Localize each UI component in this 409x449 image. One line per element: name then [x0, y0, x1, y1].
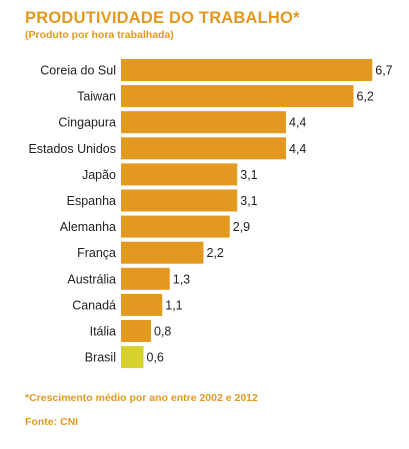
bar-cingapura	[121, 111, 286, 134]
value-label: 4,4	[289, 142, 306, 156]
value-label: 6,2	[357, 90, 374, 104]
category-label: Taiwan	[77, 90, 116, 104]
bar-alemanha	[121, 215, 230, 238]
bar-japão	[121, 163, 238, 186]
bar-austrália	[121, 267, 170, 290]
bar-taiwan	[121, 85, 354, 108]
footnote: *Crescimento médio por ano entre 2002 e …	[25, 392, 258, 404]
bar-coreia-do-sul	[121, 59, 373, 81]
source-note: Fonte: CNI	[25, 416, 79, 428]
category-label: Cingapura	[58, 116, 116, 130]
value-label: 2,2	[207, 246, 224, 260]
bar-frança	[121, 241, 204, 264]
category-label: Alemanha	[60, 220, 116, 234]
bar-canadá	[121, 293, 163, 316]
bar-brasil	[121, 346, 144, 369]
category-label: Itália	[90, 325, 116, 339]
value-label: 4,4	[289, 116, 306, 130]
value-label: 0,6	[147, 351, 164, 365]
category-label: Espanha	[67, 194, 116, 208]
category-label: Canadá	[72, 298, 116, 312]
value-label: 1,3	[173, 272, 190, 286]
value-label: 2,9	[233, 220, 250, 234]
bar-estados-unidos	[121, 137, 286, 160]
category-label: Coreia do Sul	[40, 64, 116, 78]
chart-subtitle: (Produto por hora trabalhada)	[25, 29, 174, 41]
category-label: França	[77, 246, 116, 260]
value-label: 0,8	[154, 325, 171, 339]
value-label: 6,7	[375, 64, 392, 78]
value-label: 3,1	[240, 194, 257, 208]
bar-espanha	[121, 189, 238, 212]
value-label: 1,1	[165, 298, 182, 312]
value-label: 3,1	[240, 168, 257, 182]
category-label: Austrália	[67, 272, 116, 286]
category-label: Japão	[82, 168, 116, 182]
category-label: Estados Unidos	[28, 142, 116, 156]
category-label: Brasil	[85, 351, 116, 365]
bar-itália	[121, 320, 151, 342]
chart-title: PRODUTIVIDADE DO TRABALHO*	[25, 9, 300, 27]
